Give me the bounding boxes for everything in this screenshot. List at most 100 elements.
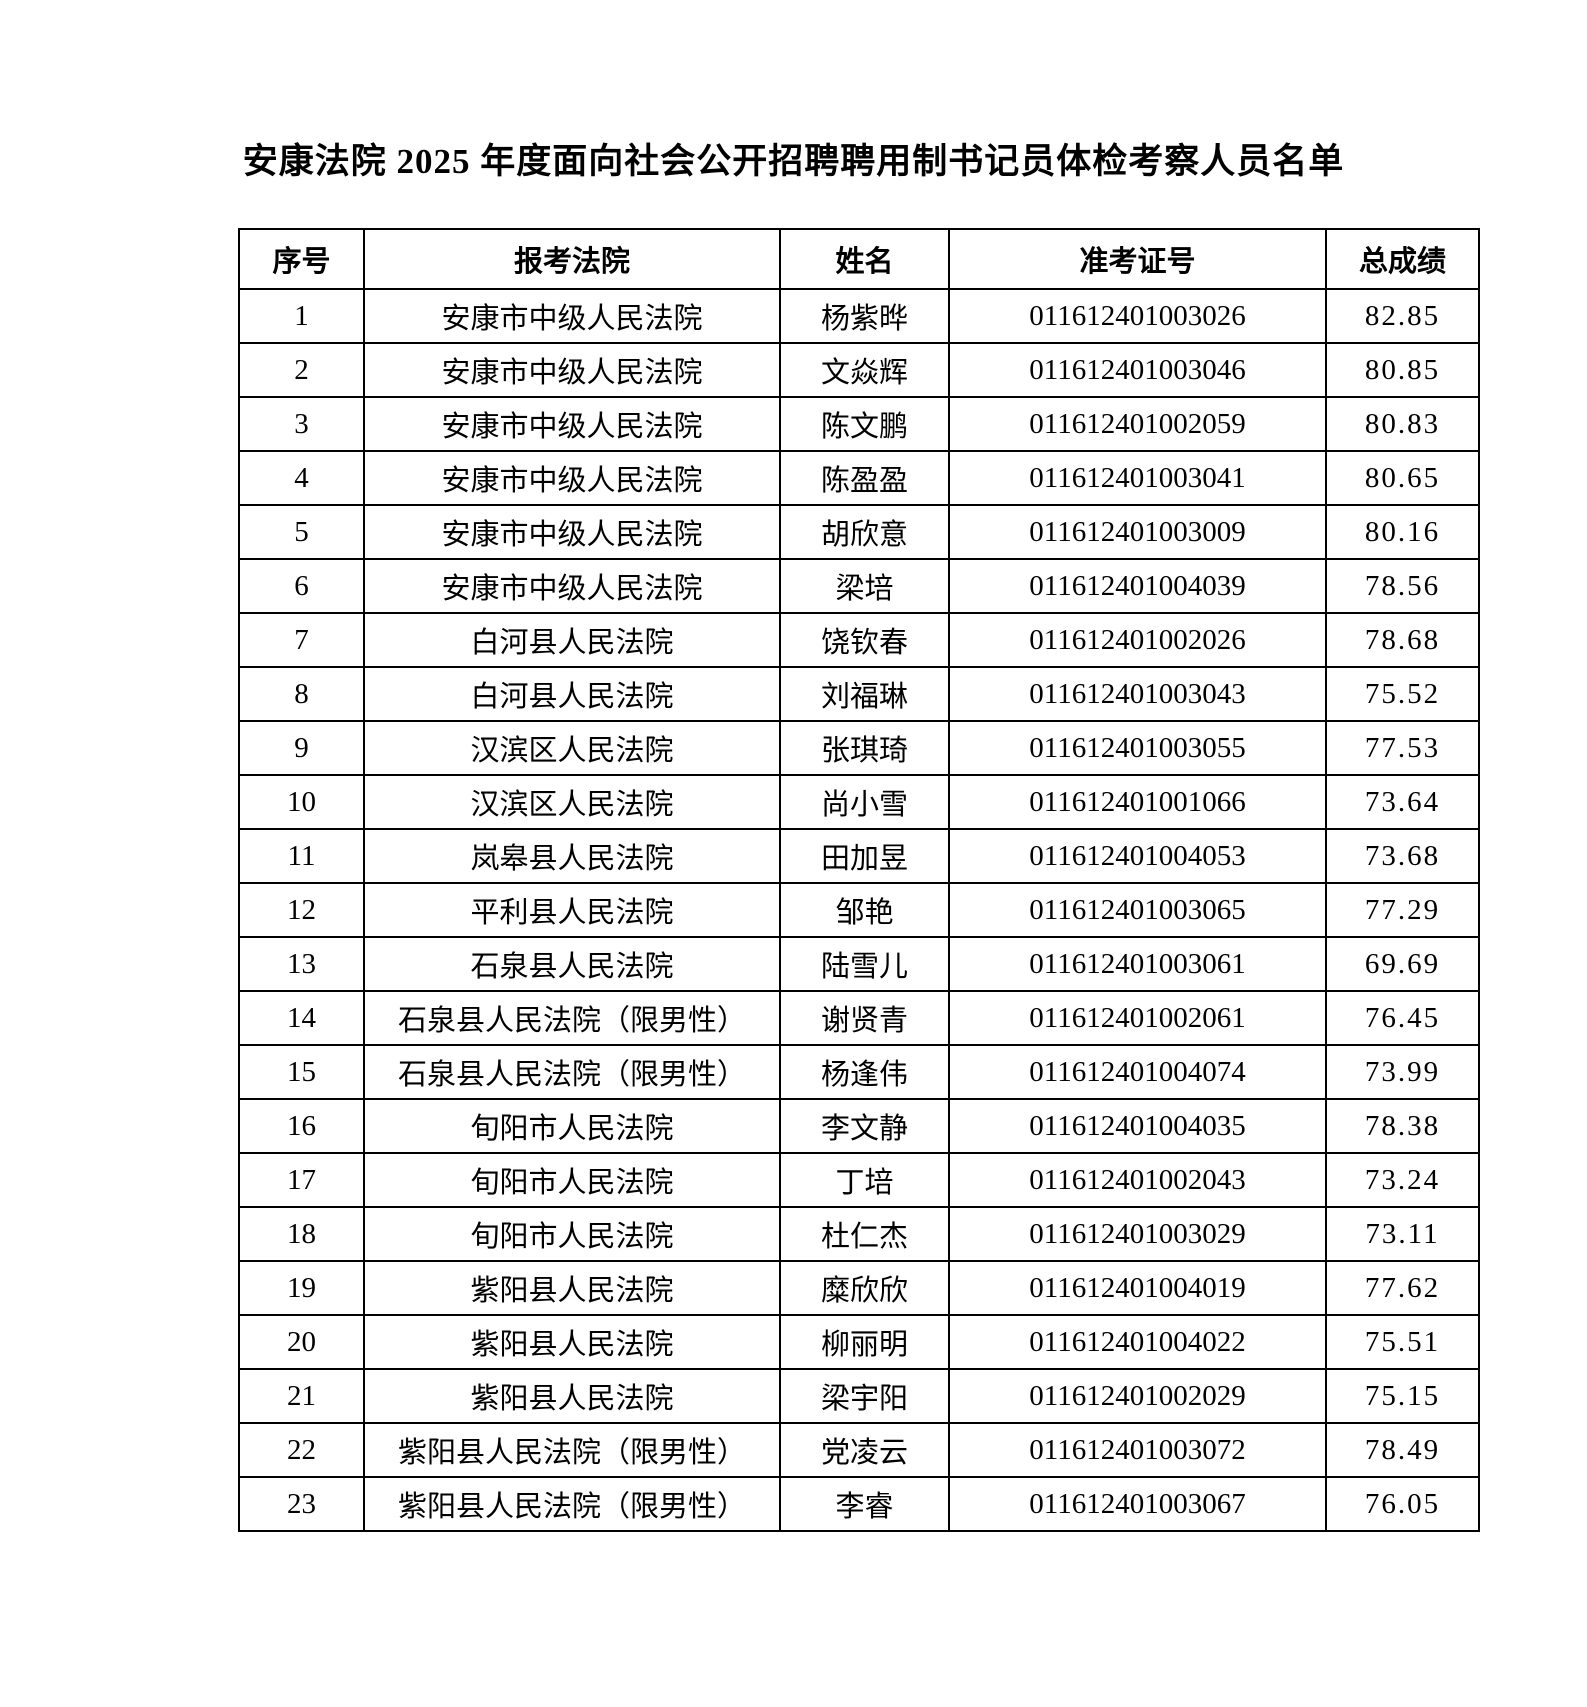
candidate-roster-table: 序号 报考法院 姓名 准考证号 总成绩 1 安康市中级人民法院 杨紫晔 0116124…: [238, 228, 1480, 1532]
cell-score: 69.69: [1325, 936, 1480, 992]
cell-exam-id: 011612401003029: [948, 1206, 1327, 1262]
cell-score: 73.99: [1325, 1044, 1480, 1100]
cell-name: 陈盈盈: [779, 450, 950, 506]
cell-name: 杨逢伟: [779, 1044, 950, 1100]
table-row: 18 旬阳市人民法院 杜仁杰 011612401003029 73.11: [238, 1206, 1480, 1262]
cell-exam-id: 011612401003043: [948, 666, 1327, 722]
table-row: 2 安康市中级人民法院 文焱辉 011612401003046 80.85: [238, 342, 1480, 398]
table-header: 序号 报考法院 姓名 准考证号 总成绩: [238, 228, 1480, 290]
cell-no: 4: [238, 450, 365, 506]
table-row: 3 安康市中级人民法院 陈文鹏 011612401002059 80.83: [238, 396, 1480, 452]
page-title: 安康法院 2025 年度面向社会公开招聘聘用制书记员体检考察人员名单: [242, 142, 1345, 181]
cell-name: 柳丽明: [779, 1314, 950, 1370]
cell-exam-id: 011612401003041: [948, 450, 1327, 506]
cell-name: 谢贤青: [779, 990, 950, 1046]
cell-no: 2: [238, 342, 365, 398]
cell-no: 17: [238, 1152, 365, 1208]
cell-name: 梁培: [779, 558, 950, 614]
cell-no: 22: [238, 1422, 365, 1478]
table-row: 19 紫阳县人民法院 糜欣欣 011612401004019 77.62: [238, 1260, 1480, 1316]
cell-exam-id: 011612401003061: [948, 936, 1327, 992]
cell-exam-id: 011612401003067: [948, 1476, 1327, 1532]
cell-court: 紫阳县人民法院: [363, 1314, 781, 1370]
cell-name: 陆雪儿: [779, 936, 950, 992]
cell-name: 田加昱: [779, 828, 950, 884]
header-name: 姓名: [779, 228, 950, 290]
cell-exam-id: 011612401003046: [948, 342, 1327, 398]
cell-score: 80.85: [1325, 342, 1480, 398]
cell-court: 紫阳县人民法院: [363, 1368, 781, 1424]
cell-exam-id: 011612401004074: [948, 1044, 1327, 1100]
table-row: 10 汉滨区人民法院 尚小雪 011612401001066 73.64: [238, 774, 1480, 830]
header-court: 报考法院: [363, 228, 781, 290]
cell-score: 78.38: [1325, 1098, 1480, 1154]
table-body: 1 安康市中级人民法院 杨紫晔 011612401003026 82.85 2 安康市中级人…: [238, 288, 1480, 1532]
cell-name: 糜欣欣: [779, 1260, 950, 1316]
table-row: 11 岚皋县人民法院 田加昱 011612401004053 73.68: [238, 828, 1480, 884]
table-header-row: 序号 报考法院 姓名 准考证号 总成绩: [238, 228, 1480, 290]
cell-exam-id: 011612401002043: [948, 1152, 1327, 1208]
cell-court: 安康市中级人民法院: [363, 342, 781, 398]
cell-court: 石泉县人民法院: [363, 936, 781, 992]
cell-exam-id: 011612401004053: [948, 828, 1327, 884]
table-row: 16 旬阳市人民法院 李文静 011612401004035 78.38: [238, 1098, 1480, 1154]
cell-no: 3: [238, 396, 365, 452]
cell-name: 杨紫晔: [779, 288, 950, 344]
cell-no: 11: [238, 828, 365, 884]
header-score: 总成绩: [1325, 228, 1480, 290]
cell-court: 石泉县人民法院（限男性）: [363, 1044, 781, 1100]
cell-court: 安康市中级人民法院: [363, 450, 781, 506]
cell-score: 78.56: [1325, 558, 1480, 614]
cell-exam-id: 011612401002059: [948, 396, 1327, 452]
table-row: 1 安康市中级人民法院 杨紫晔 011612401003026 82.85: [238, 288, 1480, 344]
cell-score: 73.64: [1325, 774, 1480, 830]
cell-name: 文焱辉: [779, 342, 950, 398]
cell-name: 丁培: [779, 1152, 950, 1208]
cell-court: 旬阳市人民法院: [363, 1206, 781, 1262]
cell-score: 78.68: [1325, 612, 1480, 668]
cell-score: 73.68: [1325, 828, 1480, 884]
cell-no: 9: [238, 720, 365, 776]
table-row: 7 白河县人民法院 饶钦春 011612401002026 78.68: [238, 612, 1480, 668]
header-exam-id: 准考证号: [948, 228, 1327, 290]
cell-score: 75.52: [1325, 666, 1480, 722]
table-row: 22 紫阳县人民法院（限男性） 党凌云 011612401003072 78.49: [238, 1422, 1480, 1478]
cell-score: 80.16: [1325, 504, 1480, 560]
cell-exam-id: 011612401001066: [948, 774, 1327, 830]
cell-no: 19: [238, 1260, 365, 1316]
cell-score: 82.85: [1325, 288, 1480, 344]
cell-name: 刘福琳: [779, 666, 950, 722]
cell-exam-id: 011612401004035: [948, 1098, 1327, 1154]
cell-score: 75.51: [1325, 1314, 1480, 1370]
table-row: 6 安康市中级人民法院 梁培 011612401004039 78.56: [238, 558, 1480, 614]
cell-court: 汉滨区人民法院: [363, 774, 781, 830]
cell-court: 安康市中级人民法院: [363, 504, 781, 560]
cell-score: 80.83: [1325, 396, 1480, 452]
cell-no: 5: [238, 504, 365, 560]
cell-court: 紫阳县人民法院: [363, 1260, 781, 1316]
table-row: 14 石泉县人民法院（限男性） 谢贤青 011612401002061 76.45: [238, 990, 1480, 1046]
cell-court: 安康市中级人民法院: [363, 558, 781, 614]
cell-score: 77.29: [1325, 882, 1480, 938]
cell-court: 紫阳县人民法院（限男性）: [363, 1422, 781, 1478]
cell-name: 胡欣意: [779, 504, 950, 560]
cell-name: 陈文鹏: [779, 396, 950, 452]
table-row: 4 安康市中级人民法院 陈盈盈 011612401003041 80.65: [238, 450, 1480, 506]
cell-no: 13: [238, 936, 365, 992]
cell-score: 77.62: [1325, 1260, 1480, 1316]
cell-exam-id: 011612401003009: [948, 504, 1327, 560]
cell-exam-id: 011612401003072: [948, 1422, 1327, 1478]
table-row: 13 石泉县人民法院 陆雪儿 011612401003061 69.69: [238, 936, 1480, 992]
cell-name: 杜仁杰: [779, 1206, 950, 1262]
table-row: 23 紫阳县人民法院（限男性） 李睿 011612401003067 76.05: [238, 1476, 1480, 1532]
cell-no: 15: [238, 1044, 365, 1100]
cell-name: 尚小雪: [779, 774, 950, 830]
cell-court: 安康市中级人民法院: [363, 288, 781, 344]
cell-exam-id: 011612401003026: [948, 288, 1327, 344]
cell-court: 安康市中级人民法院: [363, 396, 781, 452]
cell-score: 80.65: [1325, 450, 1480, 506]
cell-exam-id: 011612401002061: [948, 990, 1327, 1046]
cell-exam-id: 011612401003065: [948, 882, 1327, 938]
cell-name: 邹艳: [779, 882, 950, 938]
cell-no: 18: [238, 1206, 365, 1262]
